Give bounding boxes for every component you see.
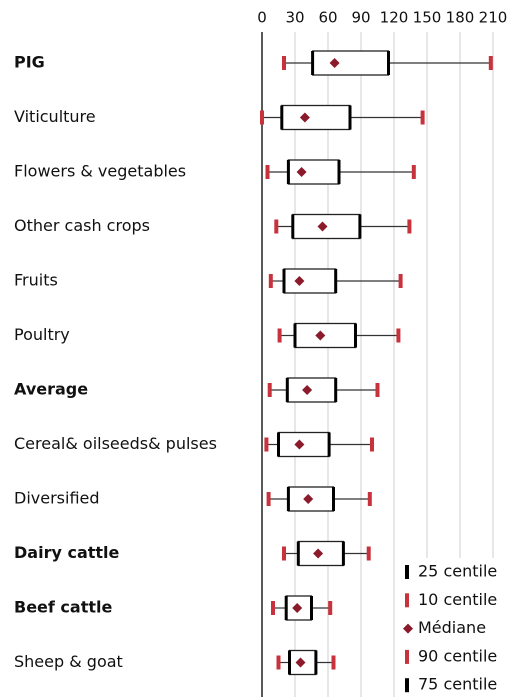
category-label: Sheep & goat bbox=[14, 652, 123, 671]
legend-bg bbox=[398, 558, 517, 697]
box bbox=[283, 268, 337, 294]
p10-mark bbox=[260, 110, 264, 125]
p90-mark bbox=[331, 655, 336, 670]
median-mark bbox=[302, 385, 313, 395]
p25-mark bbox=[296, 541, 300, 566]
p75-mark bbox=[314, 650, 318, 675]
median-mark bbox=[315, 330, 326, 341]
p25-mark bbox=[286, 160, 290, 184]
p90-mark bbox=[366, 546, 371, 561]
p25-mark bbox=[284, 596, 288, 620]
median-mark bbox=[296, 167, 307, 177]
median-mark bbox=[294, 276, 305, 286]
p90-mark bbox=[375, 383, 380, 397]
p90-mark bbox=[420, 110, 425, 125]
legend-marker bbox=[403, 623, 413, 634]
x-tick-label: 180 bbox=[446, 9, 475, 27]
p10-mark bbox=[282, 56, 286, 70]
p10-mark bbox=[274, 219, 279, 234]
x-tick-label: 150 bbox=[413, 9, 442, 27]
p25-mark bbox=[280, 105, 284, 130]
median-mark bbox=[313, 548, 324, 559]
x-tick-label: 0 bbox=[257, 9, 267, 27]
legend-marker bbox=[405, 565, 409, 579]
p10-mark bbox=[265, 165, 270, 179]
x-tick-label: 210 bbox=[479, 9, 508, 27]
p75-mark bbox=[348, 105, 352, 130]
p10-mark bbox=[267, 383, 272, 397]
p90-mark bbox=[411, 165, 416, 179]
category-label: Diversified bbox=[14, 489, 100, 508]
legend-marker bbox=[405, 649, 409, 664]
p25-mark bbox=[291, 214, 295, 239]
p90-mark bbox=[370, 437, 374, 452]
category-label: Poultry bbox=[14, 325, 70, 344]
p10-mark bbox=[266, 492, 271, 506]
legend-label: Médiane bbox=[418, 618, 486, 637]
p75-mark bbox=[334, 269, 338, 293]
category-label: Other cash crops bbox=[14, 216, 150, 235]
category-label: Dairy cattle bbox=[14, 543, 120, 562]
median-mark bbox=[292, 603, 303, 613]
p75-mark bbox=[387, 51, 390, 75]
p75-mark bbox=[310, 596, 313, 620]
p25-mark bbox=[285, 378, 289, 402]
p90-mark bbox=[407, 219, 412, 234]
median-mark bbox=[317, 221, 328, 232]
legend-marker bbox=[405, 678, 409, 693]
x-tick-label: 120 bbox=[380, 9, 409, 27]
p90-mark bbox=[328, 601, 333, 615]
p10-mark bbox=[282, 546, 286, 561]
p25-mark bbox=[286, 487, 290, 511]
p25-mark bbox=[282, 269, 286, 293]
category-label: Average bbox=[14, 380, 88, 399]
p90-mark bbox=[396, 328, 401, 343]
p25-mark bbox=[288, 650, 291, 675]
box bbox=[281, 104, 351, 131]
category-label: Viticulture bbox=[14, 107, 96, 126]
box bbox=[311, 50, 390, 76]
p75-mark bbox=[327, 432, 331, 457]
legend-label: 10 centile bbox=[418, 590, 497, 609]
p25-mark bbox=[277, 432, 280, 457]
median-mark bbox=[295, 657, 306, 668]
legend-label: 25 centile bbox=[418, 562, 497, 581]
p90-mark bbox=[398, 274, 403, 288]
p10-mark bbox=[271, 601, 275, 615]
category-label: Cereal& oilseeds& pulses bbox=[14, 434, 217, 453]
median-mark bbox=[303, 494, 314, 504]
p10-mark bbox=[264, 437, 269, 452]
p75-mark bbox=[358, 214, 362, 239]
box bbox=[287, 159, 340, 185]
p10-mark bbox=[277, 328, 282, 343]
median-mark bbox=[294, 439, 305, 450]
legend-label: 75 centile bbox=[418, 675, 497, 694]
category-label: Flowers & vegetables bbox=[14, 162, 186, 181]
legend-marker bbox=[405, 593, 409, 608]
p75-mark bbox=[354, 323, 357, 348]
x-tick-label: 60 bbox=[318, 9, 337, 27]
p75-mark bbox=[334, 378, 338, 402]
p25-mark bbox=[293, 323, 297, 348]
p10-mark bbox=[276, 655, 281, 670]
p75-mark bbox=[337, 160, 341, 184]
x-tick-label: 90 bbox=[351, 9, 370, 27]
p25-mark bbox=[311, 51, 315, 75]
median-mark bbox=[329, 58, 340, 68]
category-label: PIG bbox=[14, 53, 45, 72]
p90-mark bbox=[367, 492, 372, 506]
p90-mark bbox=[488, 56, 493, 70]
category-label: Beef cattle bbox=[14, 598, 112, 617]
x-tick-label: 30 bbox=[285, 9, 304, 27]
legend-label: 90 centile bbox=[418, 646, 497, 665]
median-mark bbox=[299, 112, 310, 123]
p75-mark bbox=[332, 487, 335, 511]
p75-mark bbox=[341, 541, 345, 566]
p10-mark bbox=[268, 274, 273, 288]
category-label: Fruits bbox=[14, 271, 58, 290]
